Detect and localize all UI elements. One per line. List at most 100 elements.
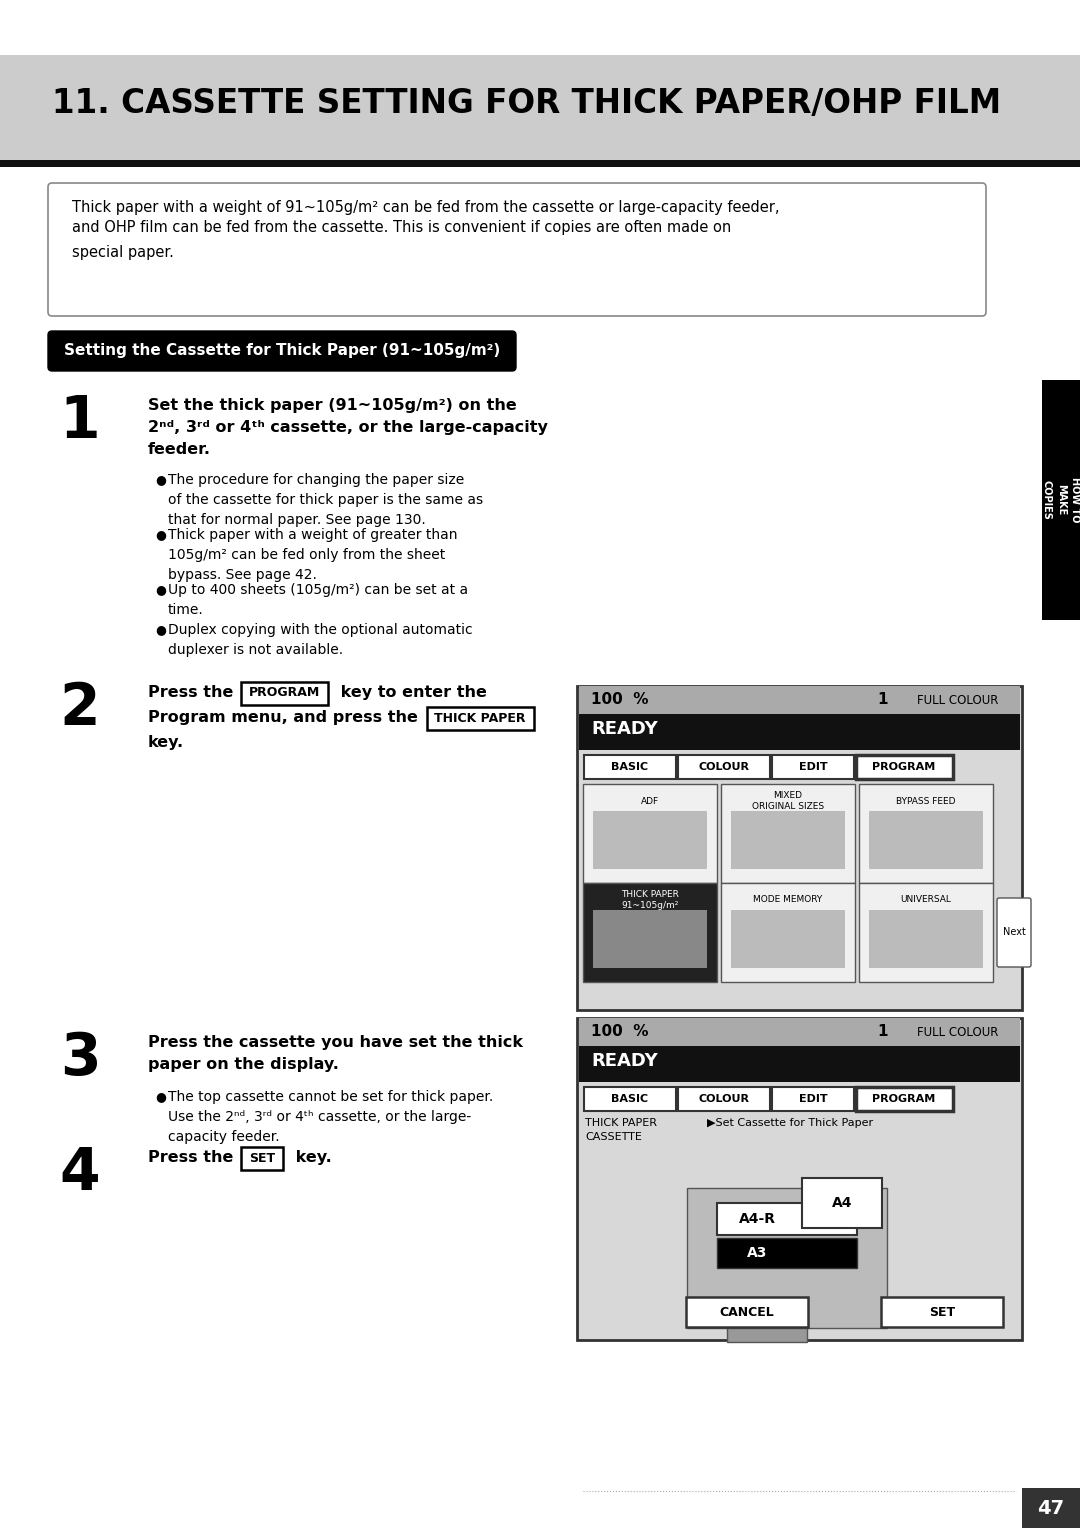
FancyBboxPatch shape — [881, 1297, 1003, 1326]
Text: SET: SET — [248, 1152, 275, 1164]
Bar — [687, 1187, 887, 1328]
FancyBboxPatch shape — [686, 1297, 808, 1326]
Text: CASSETTE: CASSETTE — [585, 1132, 642, 1141]
Text: A4: A4 — [832, 1196, 852, 1210]
FancyBboxPatch shape — [678, 1086, 770, 1111]
Text: key.: key. — [291, 1151, 332, 1164]
FancyBboxPatch shape — [678, 755, 770, 779]
FancyBboxPatch shape — [48, 183, 986, 316]
Text: key.: key. — [148, 735, 184, 750]
Text: Up to 400 sheets (105g/m²) can be set at a
time.: Up to 400 sheets (105g/m²) can be set at… — [168, 584, 468, 617]
Text: special paper.: special paper. — [72, 244, 174, 260]
Text: 1: 1 — [877, 1024, 888, 1039]
Text: 1: 1 — [877, 692, 888, 707]
FancyBboxPatch shape — [241, 681, 328, 704]
Bar — [717, 1203, 858, 1235]
Text: 2: 2 — [59, 680, 100, 736]
Text: key to enter the: key to enter the — [335, 685, 487, 700]
Bar — [0, 160, 1080, 167]
FancyBboxPatch shape — [721, 883, 855, 983]
FancyBboxPatch shape — [583, 784, 717, 883]
Bar — [0, 55, 1080, 165]
Text: COLOUR: COLOUR — [699, 762, 750, 772]
Bar — [593, 811, 707, 869]
FancyBboxPatch shape — [241, 1148, 283, 1170]
Text: READY: READY — [591, 1051, 658, 1070]
Bar — [731, 811, 845, 869]
Text: Press the cassette you have set the thick: Press the cassette you have set the thic… — [148, 1034, 523, 1050]
FancyBboxPatch shape — [48, 332, 516, 371]
Text: EDIT: EDIT — [799, 762, 827, 772]
Text: ●: ● — [156, 529, 166, 541]
Text: paper on the display.: paper on the display. — [148, 1057, 339, 1073]
FancyBboxPatch shape — [859, 883, 993, 983]
Text: ●: ● — [156, 584, 166, 596]
Bar — [1042, 380, 1080, 620]
Text: ●: ● — [156, 1089, 166, 1103]
Text: Setting the Cassette for Thick Paper (91~105g/m²): Setting the Cassette for Thick Paper (91… — [64, 344, 500, 359]
Text: Press the: Press the — [148, 685, 233, 700]
Text: Set the thick paper (91~105g/m²) on the: Set the thick paper (91~105g/m²) on the — [148, 397, 516, 413]
FancyBboxPatch shape — [859, 784, 993, 883]
FancyBboxPatch shape — [721, 784, 855, 883]
Text: HOW TO
MAKE
COPIES: HOW TO MAKE COPIES — [1042, 477, 1080, 523]
Bar — [579, 1076, 1020, 1082]
Text: 1: 1 — [59, 393, 100, 451]
Text: PROGRAM: PROGRAM — [873, 762, 935, 772]
Text: BYPASS FEED: BYPASS FEED — [896, 796, 956, 805]
Bar — [593, 911, 707, 969]
FancyBboxPatch shape — [997, 898, 1031, 967]
Text: 100  %: 100 % — [591, 1024, 648, 1039]
FancyBboxPatch shape — [427, 707, 534, 730]
Text: BASIC: BASIC — [611, 762, 649, 772]
Text: The top cassette cannot be set for thick paper.
Use the 2ⁿᵈ, 3ʳᵈ or 4ᵗʰ cassette: The top cassette cannot be set for thick… — [168, 1089, 494, 1144]
Bar — [577, 1018, 1022, 1340]
Text: and OHP film can be fed from the cassette. This is convenient if copies are ofte: and OHP film can be fed from the cassett… — [72, 220, 731, 235]
Text: Thick paper with a weight of greater than
105g/m² can be fed only from the sheet: Thick paper with a weight of greater tha… — [168, 529, 458, 582]
Text: ●: ● — [156, 474, 166, 486]
Text: FULL COLOUR: FULL COLOUR — [917, 694, 998, 706]
Text: feeder.: feeder. — [148, 442, 211, 457]
Text: 11. CASSETTE SETTING FOR THICK PAPER/OHP FILM: 11. CASSETTE SETTING FOR THICK PAPER/OHP… — [52, 87, 1001, 119]
Text: PROGRAM: PROGRAM — [248, 686, 320, 700]
Text: ●: ● — [156, 623, 166, 636]
Text: Next: Next — [1002, 927, 1025, 937]
Text: EDIT: EDIT — [799, 1094, 827, 1105]
Bar — [579, 686, 1020, 714]
Bar — [579, 1018, 1020, 1047]
Bar — [579, 1047, 1020, 1076]
Text: 100  %: 100 % — [591, 692, 648, 707]
Bar — [869, 911, 983, 969]
FancyBboxPatch shape — [772, 1086, 854, 1111]
Text: SET: SET — [929, 1305, 955, 1319]
FancyBboxPatch shape — [856, 1086, 953, 1111]
Text: BASIC: BASIC — [611, 1094, 649, 1105]
Text: MIXED
ORIGINAL SIZES: MIXED ORIGINAL SIZES — [752, 792, 824, 811]
Text: 2ⁿᵈ, 3ʳᵈ or 4ᵗʰ cassette, or the large-capacity: 2ⁿᵈ, 3ʳᵈ or 4ᵗʰ cassette, or the large-c… — [148, 420, 548, 435]
Text: FULL COLOUR: FULL COLOUR — [917, 1025, 998, 1039]
FancyBboxPatch shape — [772, 755, 854, 779]
FancyBboxPatch shape — [583, 883, 717, 983]
Bar — [577, 686, 1022, 1010]
Bar — [802, 1178, 882, 1229]
Text: A4-R: A4-R — [739, 1212, 775, 1225]
Text: Press the: Press the — [148, 1151, 233, 1164]
FancyBboxPatch shape — [856, 755, 953, 779]
Bar — [579, 714, 1020, 744]
Text: Duplex copying with the optional automatic
duplexer is not available.: Duplex copying with the optional automat… — [168, 623, 473, 657]
Text: The procedure for changing the paper size
of the cassette for thick paper is the: The procedure for changing the paper siz… — [168, 474, 483, 527]
Text: A3: A3 — [746, 1245, 767, 1261]
Text: 47: 47 — [1038, 1499, 1065, 1517]
Text: UNIVERSAL: UNIVERSAL — [901, 895, 951, 905]
Bar — [717, 1238, 858, 1268]
Bar — [869, 811, 983, 869]
Text: 3: 3 — [59, 1030, 100, 1086]
Text: Thick paper with a weight of 91~105g/m² can be fed from the cassette or large-ca: Thick paper with a weight of 91~105g/m² … — [72, 200, 780, 215]
Text: MODE MEMORY: MODE MEMORY — [754, 895, 823, 905]
Bar — [579, 744, 1020, 750]
Text: READY: READY — [591, 720, 658, 738]
Text: CANCEL: CANCEL — [719, 1305, 774, 1319]
Bar — [731, 911, 845, 969]
Text: 4: 4 — [59, 1144, 100, 1203]
Bar — [1022, 1488, 1080, 1528]
